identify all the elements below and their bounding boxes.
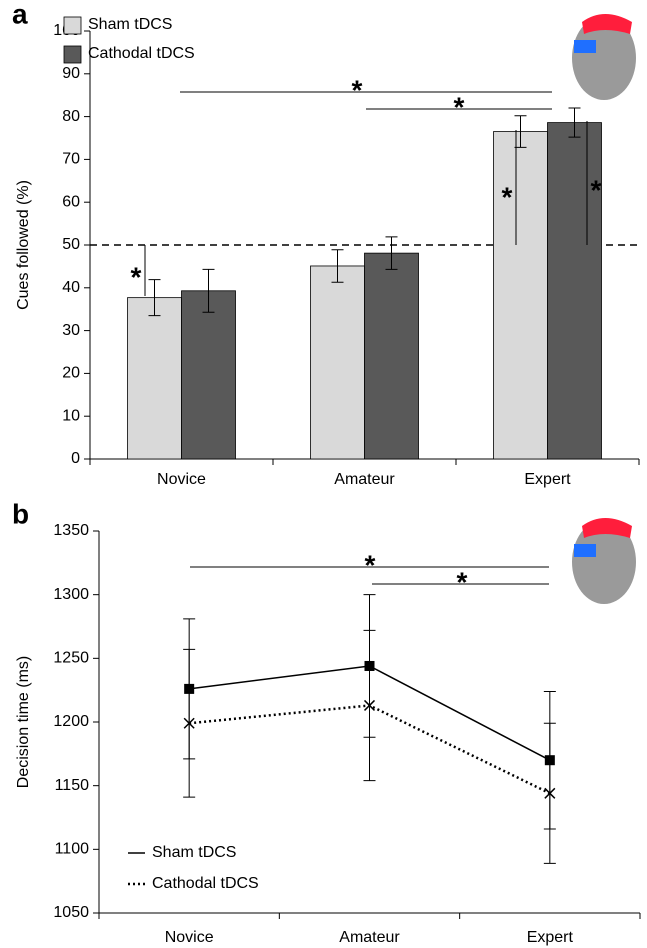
y-tick-label: 90 <box>62 65 80 82</box>
y-tick-label: 1100 <box>55 841 90 858</box>
y-tick-label: 1250 <box>53 650 89 667</box>
y-tick-label: 40 <box>62 279 80 296</box>
point <box>183 717 195 729</box>
y-tick-label: 60 <box>62 193 80 210</box>
legend-label: Cathodal tDCS <box>88 45 195 62</box>
y-tick-label: 1350 <box>53 522 89 539</box>
legend-swatch <box>63 16 82 35</box>
x-tick-label: Amateur <box>339 929 400 946</box>
significance-star: * <box>454 91 465 122</box>
significance-star: * <box>365 549 376 580</box>
bar <box>547 122 602 460</box>
point <box>363 699 376 711</box>
legend-label: Cathodal tDCS <box>152 875 259 892</box>
y-tick-label: 1300 <box>53 586 89 603</box>
y-axis-label: Cues followed (%) <box>15 180 32 310</box>
x-tick-label: Novice <box>165 929 214 946</box>
significance-star: * <box>502 181 513 212</box>
panel-label: b <box>12 498 29 529</box>
x-tick-label: Expert <box>524 471 571 488</box>
y-axis-label: Decision time (ms) <box>15 656 32 788</box>
significance-star: * <box>131 261 142 292</box>
significance-star: * <box>457 566 468 597</box>
bar <box>364 252 419 460</box>
significance-star: * <box>591 174 602 205</box>
y-tick-label: 80 <box>62 108 80 125</box>
significance-star: * <box>352 74 363 105</box>
error-bar <box>202 268 215 313</box>
x-tick-label: Novice <box>157 471 206 488</box>
bar <box>310 265 365 460</box>
y-tick-label: 1150 <box>55 777 90 794</box>
head-icon-a <box>572 14 636 100</box>
y-tick-label: 1050 <box>53 904 89 921</box>
y-tick-label: 70 <box>62 151 80 168</box>
error-bar <box>331 249 344 283</box>
bar <box>127 297 182 460</box>
y-tick-label: 30 <box>62 322 80 339</box>
x-tick-label: Expert <box>527 929 574 946</box>
legend-label: Sham tDCS <box>152 844 236 861</box>
head-icon-b <box>572 518 636 604</box>
legend-swatch <box>63 45 82 64</box>
y-tick-label: 10 <box>62 407 80 424</box>
y-tick-label: 1200 <box>53 713 89 730</box>
y-tick-label: 0 <box>71 450 80 467</box>
error-bar <box>148 279 161 317</box>
x-tick-label: Amateur <box>334 471 395 488</box>
panel-label: a <box>12 0 28 29</box>
legend-label: Sham tDCS <box>88 16 172 33</box>
y-tick-label: 50 <box>62 236 80 253</box>
error-bar <box>568 107 581 138</box>
point <box>544 787 556 799</box>
y-tick-label: 20 <box>62 365 80 382</box>
error-bar <box>385 236 398 270</box>
bar <box>181 290 236 460</box>
